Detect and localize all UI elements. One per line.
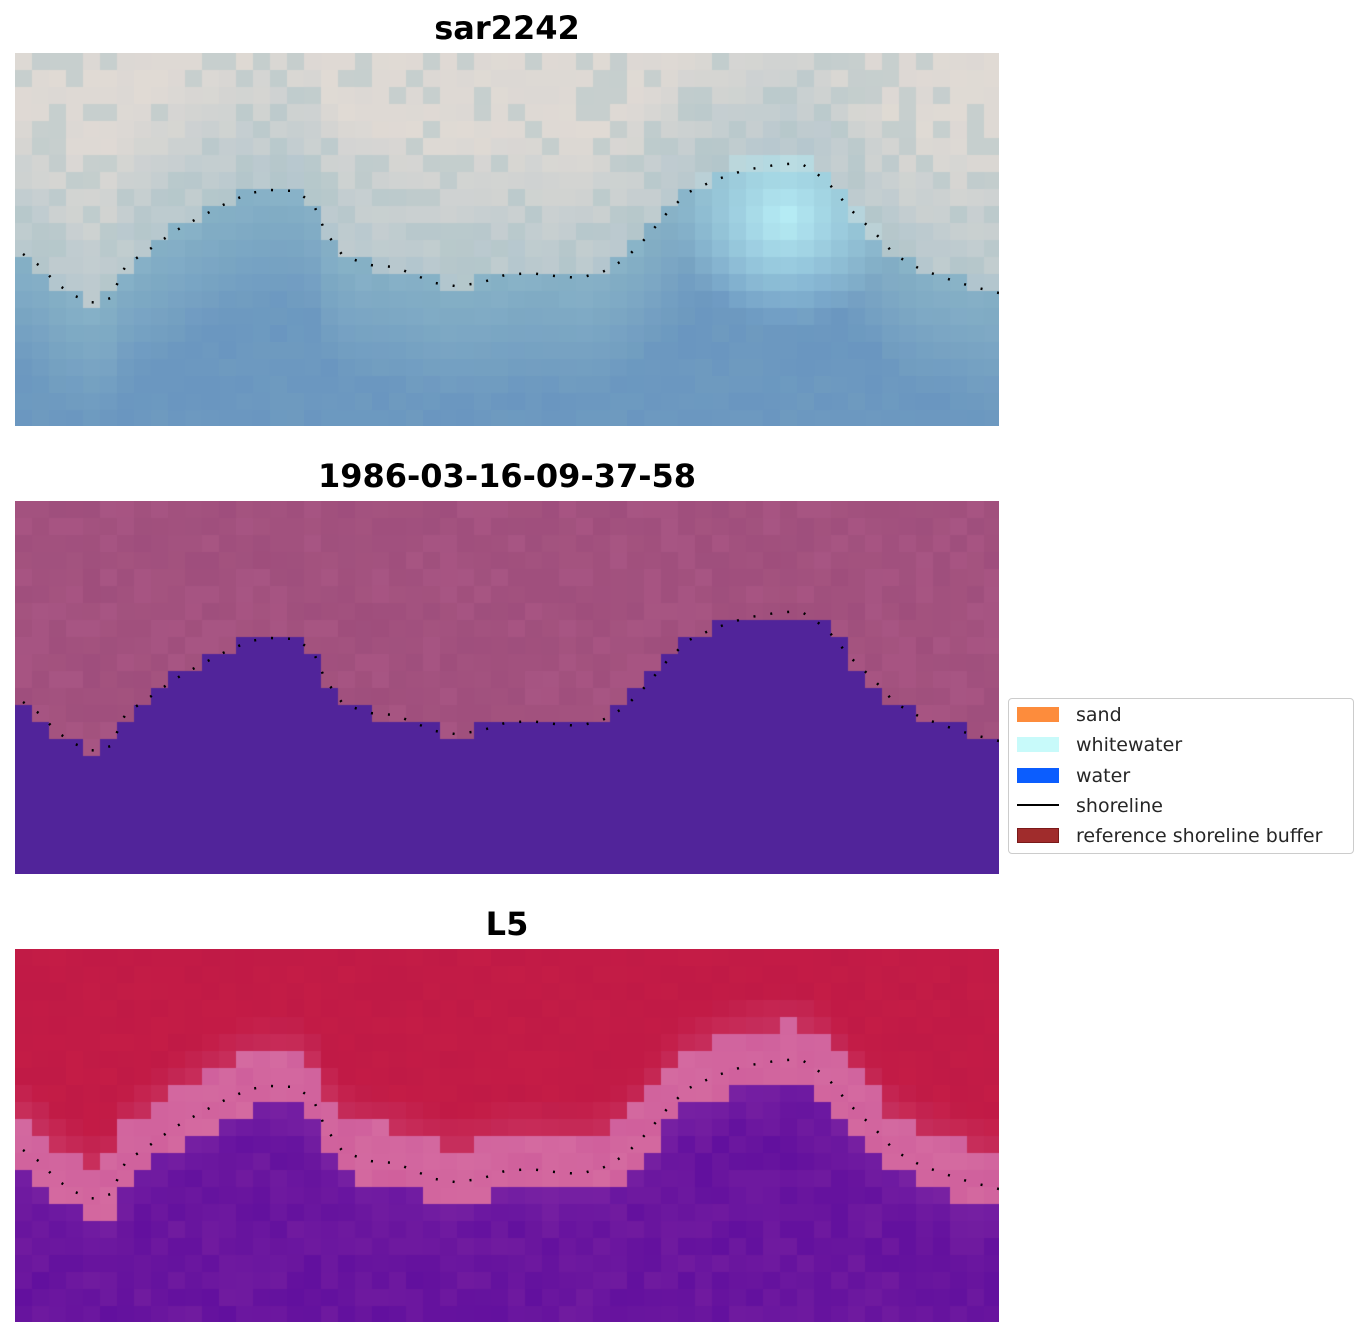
classified-image-raster: [15, 501, 999, 874]
shoreline-overlay-1: [22, 161, 999, 304]
shoreline-dotted: [22, 161, 999, 304]
legend: sand whitewater water shoreline referenc…: [1008, 698, 1354, 854]
legend-label-whitewater: whitewater: [1076, 734, 1183, 756]
legend-item-shoreline: shoreline: [1017, 795, 1353, 817]
legend-item-sand: sand: [1017, 704, 1353, 726]
index-image-raster: [15, 949, 999, 1322]
panel-title-2: 1986-03-16-09-37-58: [317, 457, 697, 495]
reference-buffer-swatch: [1017, 828, 1059, 843]
sand-swatch: [1017, 707, 1059, 722]
index-image-panel: [15, 949, 999, 1322]
panel-title-3: L5: [485, 905, 529, 943]
legend-label-reference-buffer: reference shoreline buffer: [1076, 825, 1323, 847]
shoreline-line-icon: [1017, 804, 1059, 806]
shoreline-dotted: [22, 1057, 999, 1200]
legend-item-whitewater: whitewater: [1017, 734, 1353, 756]
rgb-image-raster: [15, 53, 999, 426]
shoreline-overlay-3: [22, 1057, 999, 1200]
legend-label-water: water: [1076, 765, 1131, 787]
whitewater-swatch: [1017, 737, 1059, 752]
rgb-image-panel: [15, 53, 999, 426]
panel-title-1: sar2242: [434, 9, 580, 47]
legend-label-shoreline: shoreline: [1076, 795, 1163, 817]
legend-item-reference-buffer: reference shoreline buffer: [1017, 825, 1353, 847]
water-swatch: [1017, 768, 1059, 783]
shoreline-overlay-2: [22, 609, 999, 752]
classified-image-panel: [15, 501, 999, 874]
legend-item-water: water: [1017, 765, 1353, 787]
shoreline-dotted: [22, 609, 999, 752]
legend-label-sand: sand: [1076, 704, 1122, 726]
